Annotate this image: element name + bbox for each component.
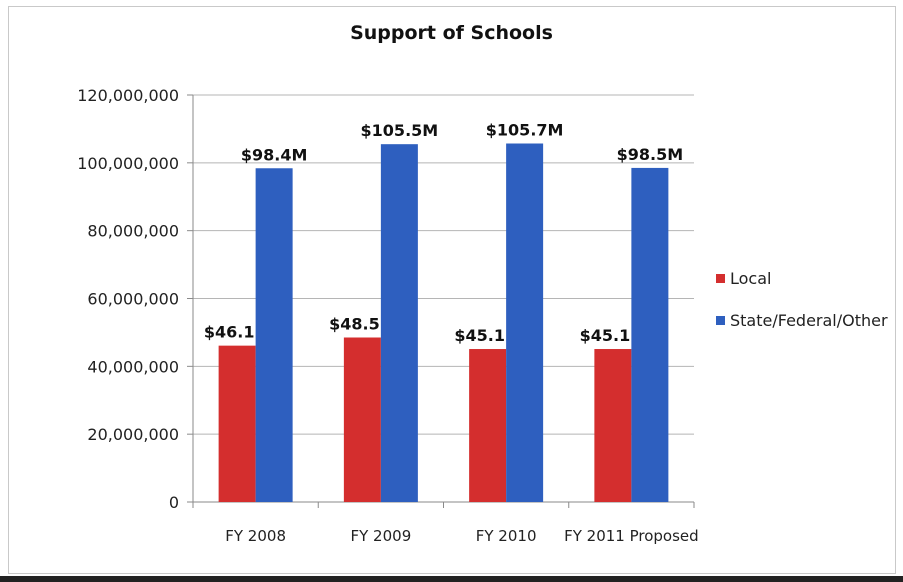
data-label: $98.5M — [617, 145, 684, 164]
y-tick-label: 20,000,000 — [87, 425, 179, 444]
y-tick-label: 120,000,000 — [77, 86, 179, 105]
bottom-border — [0, 576, 903, 582]
bar — [380, 144, 418, 502]
y-tick-label: 40,000,000 — [87, 357, 179, 376]
legend-item-state-federal-other: State/Federal/Other — [716, 310, 888, 330]
data-label: $45.1M — [454, 326, 521, 345]
x-tick-label: FY 2010 — [476, 527, 537, 545]
bar — [469, 349, 507, 502]
legend-label-state-federal-other: State/Federal/Other — [730, 310, 888, 330]
chart-title: Support of Schools — [350, 22, 553, 44]
legend-item-local: Local — [716, 268, 888, 288]
x-tick-label: FY 2011 Proposed — [564, 527, 699, 545]
bar — [506, 143, 544, 502]
data-label: $105.7M — [486, 121, 564, 140]
x-tick-label: FY 2009 — [351, 527, 412, 545]
y-tick-label: 100,000,000 — [77, 154, 179, 173]
legend: Local State/Federal/Other — [716, 268, 888, 352]
bar — [343, 337, 381, 502]
bar — [594, 349, 632, 502]
bar — [255, 168, 293, 502]
legend-swatch-local — [716, 273, 725, 283]
bar — [631, 167, 669, 502]
y-tick-label: 80,000,000 — [87, 222, 179, 241]
data-label: $48.5M — [329, 315, 396, 334]
legend-label-local: Local — [730, 268, 772, 288]
data-label: $98.4M — [241, 145, 308, 164]
data-label: $105.5M — [361, 121, 439, 140]
bar — [218, 345, 256, 502]
legend-swatch-state-federal-other — [716, 315, 725, 325]
chart-frame — [8, 6, 896, 574]
y-tick-label: 0 — [169, 493, 179, 512]
data-label: $45.1M — [580, 326, 647, 345]
data-label: $46.1M — [204, 323, 271, 342]
y-tick-label: 60,000,000 — [87, 290, 179, 309]
x-tick-label: FY 2008 — [225, 527, 286, 545]
